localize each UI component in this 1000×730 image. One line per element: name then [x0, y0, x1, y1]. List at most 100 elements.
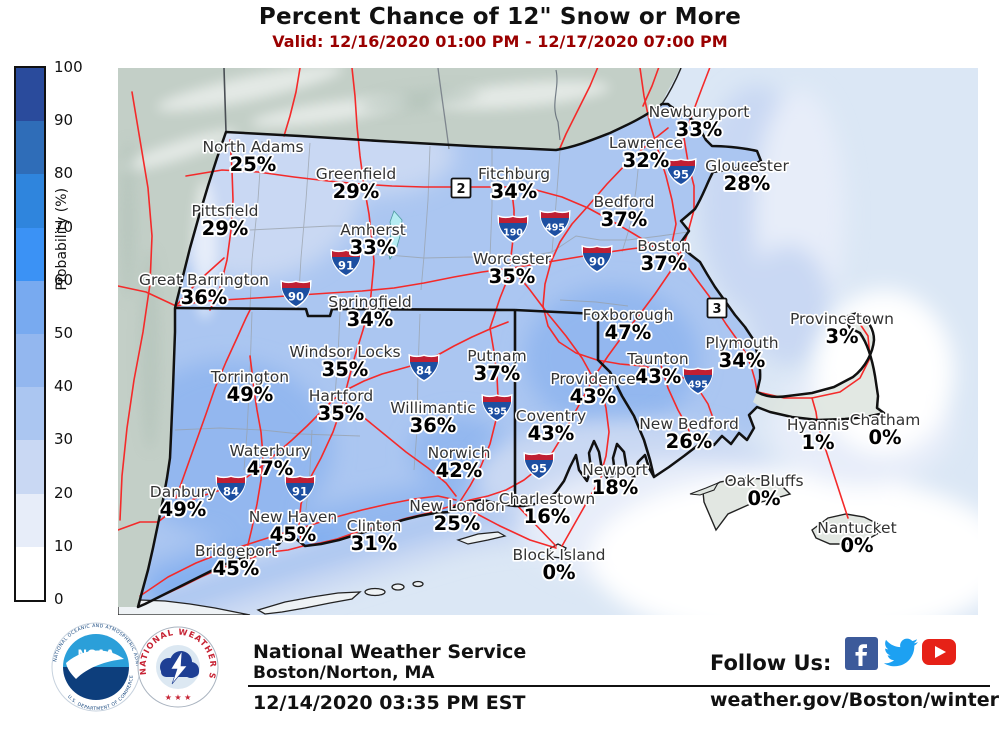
city-percent: 43% — [528, 422, 575, 445]
youtube-icon[interactable] — [921, 637, 957, 667]
city-label: Waterbury — [229, 442, 310, 460]
valid-period: Valid: 12/16/2020 01:00 PM - 12/17/2020 … — [272, 32, 728, 51]
interstate-395-shield: 395 — [481, 393, 513, 422]
city-label: Plymouth — [705, 334, 778, 352]
city-label: Bridgeport — [195, 542, 277, 560]
city-label: Clinton — [347, 517, 402, 535]
svg-text:84: 84 — [416, 364, 432, 378]
marthas-vineyard — [702, 477, 792, 532]
legend-tick: 50 — [54, 324, 74, 342]
interstate-95-shield: 95 — [665, 157, 697, 186]
city-label: Block Island — [513, 546, 606, 564]
nws-lightning-bolt — [170, 650, 188, 685]
route-3-marker: 3 — [706, 297, 728, 319]
interstate-190-shield: 190 — [497, 214, 529, 243]
footer-url[interactable]: weather.gov/Boston/winter — [710, 689, 999, 711]
offshore-bands — [139, 85, 845, 615]
city-label: Taunton — [626, 350, 688, 368]
legend-tick: 20 — [54, 483, 74, 502]
fishers-island — [456, 531, 507, 545]
city-percent: 34% — [491, 180, 538, 203]
interstate-84-shield: 84 — [408, 353, 440, 382]
city-percent: 0% — [747, 487, 780, 510]
legend-tick: 70 — [54, 217, 74, 236]
city-label: Pittsfield — [192, 202, 259, 220]
legend-segment-20-30 — [16, 440, 44, 494]
legend-segment-30-40 — [16, 387, 44, 441]
city-label: Providence — [550, 370, 635, 388]
svg-text:90: 90 — [288, 290, 304, 304]
footer-office: Boston/Norton, MA — [253, 662, 435, 683]
city-percent: 42% — [436, 459, 483, 482]
city-percent: 35% — [318, 402, 365, 425]
city-percent: 35% — [322, 358, 369, 381]
city-percent: 0% — [542, 561, 575, 584]
page-title: Percent Chance of 12" Snow or More — [258, 4, 742, 30]
twitter-icon[interactable] — [881, 637, 919, 670]
city-percent: 16% — [524, 505, 571, 528]
city-percent: 47% — [605, 321, 652, 344]
interstate-84-shield: 84 — [215, 474, 247, 503]
legend-segment-90-100 — [16, 68, 44, 122]
noaa-seagull — [66, 650, 124, 679]
city-percent: 45% — [270, 523, 317, 546]
legend-tick: 90 — [54, 111, 74, 130]
legend-segment-0-10 — [16, 546, 44, 601]
svg-text:395: 395 — [487, 407, 507, 418]
city-label: North Adams — [202, 138, 303, 156]
legend-tick: 80 — [54, 164, 74, 183]
city-percent: 26% — [666, 430, 713, 453]
interstate-95-shield: 95 — [523, 451, 555, 480]
city-percent: 43% — [635, 365, 682, 388]
footer: NATIONAL OCEANIC AND ATMOSPHERIC ADMINIS… — [0, 615, 1000, 730]
city-percent: 1% — [801, 431, 834, 454]
city-percent: 33% — [676, 118, 723, 141]
city-percent: 36% — [181, 286, 228, 309]
city-percent: 49% — [160, 498, 207, 521]
legend-segment-60-70 — [16, 227, 44, 281]
city-label: Norwich — [428, 444, 491, 462]
interstate-90-shield: 90 — [280, 279, 312, 308]
legend-segment-70-80 — [16, 174, 44, 228]
city-label: Chatham — [850, 411, 921, 429]
city-percent: 32% — [623, 149, 670, 172]
city-label: Willimantic — [390, 399, 476, 417]
city-percent: 18% — [592, 476, 639, 499]
route-2-marker: 2 — [450, 177, 472, 199]
city-label: Hartford — [309, 387, 373, 405]
city-percent: 29% — [333, 180, 380, 203]
city-label: Windsor Locks — [289, 343, 400, 361]
facebook-icon[interactable] — [845, 637, 878, 670]
city-percent: 33% — [350, 236, 397, 259]
city-percent: 25% — [434, 512, 481, 535]
city-percent: 49% — [227, 383, 274, 406]
city-label: Boston — [637, 237, 691, 255]
footer-divider — [248, 685, 990, 687]
svg-text:190: 190 — [503, 228, 523, 239]
city-label: Putnam — [467, 347, 526, 365]
city-percent: 0% — [868, 426, 901, 449]
city-percent: 43% — [570, 385, 617, 408]
legend-axis-label: Probability (%) — [54, 187, 70, 291]
county-lines — [174, 140, 689, 511]
city-label: New Haven — [249, 508, 337, 526]
noaa-logo: NATIONAL OCEANIC AND ATMOSPHERIC ADMINIS… — [51, 622, 141, 712]
city-label: New Bedford — [639, 415, 739, 433]
svg-text:95: 95 — [531, 462, 547, 476]
svg-text:495: 495 — [545, 223, 565, 234]
city-percent: 34% — [347, 308, 394, 331]
city-percent: 34% — [719, 349, 766, 372]
interstate-shields: 95 495 190 90 91 90 84 395 495 95 84 91 — [215, 157, 714, 503]
footer-org: National Weather Service — [253, 641, 527, 663]
city-percent: 37% — [474, 362, 521, 385]
city-percent: 36% — [410, 414, 457, 437]
city-label: Hyannis — [787, 416, 849, 434]
elizabeth-islands — [689, 481, 720, 496]
svg-text:2: 2 — [456, 182, 465, 197]
interstate-91-shield: 91 — [284, 474, 316, 503]
city-label: Greenfield — [316, 165, 396, 183]
city-percent: 0% — [840, 534, 873, 557]
